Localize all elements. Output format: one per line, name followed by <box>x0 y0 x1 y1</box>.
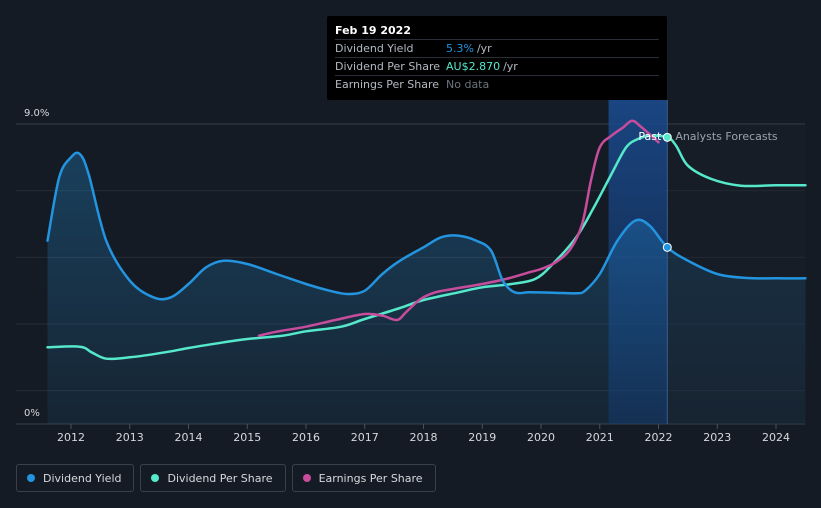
legend-label: Earnings Per Share <box>318 471 423 485</box>
legend-item-dividend-yield[interactable]: Dividend Yield <box>16 464 135 492</box>
tooltip-value: No data <box>446 78 490 91</box>
legend-dot-icon <box>151 474 160 482</box>
dividend-yield-area <box>47 152 806 424</box>
tooltip-label: Dividend Per Share <box>335 60 441 73</box>
x-tick-label: 2012 <box>57 431 85 444</box>
tooltip-label: Dividend Yield <box>335 42 414 55</box>
y-max-label: 9.0% <box>24 108 49 119</box>
analysts-forecasts-label: Analysts Forecasts <box>675 130 778 143</box>
tooltip-value: 5.3% <box>446 42 474 55</box>
hover-markers <box>662 132 672 252</box>
x-tick-label: 2016 <box>292 431 320 444</box>
tooltip: Feb 19 2022 Dividend Yield 5.3% /yr Divi… <box>327 16 667 100</box>
x-tick-label: 2020 <box>527 431 555 444</box>
tooltip-unit: /yr <box>476 42 492 55</box>
x-axis-ticks: 2012 2013 2014 2015 2016 2017 2018 2019 2020 2021… <box>57 424 790 444</box>
x-tick-label: 2013 <box>116 431 144 444</box>
x-tick-label: 2014 <box>175 431 203 444</box>
marker-dividend-per-share <box>662 132 672 142</box>
tooltip-row-dividend-yield: Dividend Yield 5.3% /yr <box>335 39 659 57</box>
earnings-per-share-line[interactable] <box>257 119 660 337</box>
tooltip-date: Feb 19 2022 <box>335 24 411 37</box>
legend-item-earnings-per-share[interactable]: Earnings Per Share <box>291 464 436 492</box>
x-tick-label: 2024 <box>762 431 790 444</box>
forecast-region <box>667 124 805 424</box>
x-tick-label: 2023 <box>703 431 731 444</box>
x-tick-label: 2015 <box>233 431 261 444</box>
tooltip-value: AU$2.870 <box>446 60 501 73</box>
y-min-label: 0% <box>24 408 40 419</box>
x-tick-label: 2018 <box>410 431 438 444</box>
x-tick-label: 2022 <box>645 431 673 444</box>
x-tick-label: 2017 <box>351 431 379 444</box>
legend: Dividend Yield Dividend Per Share Earnin… <box>16 464 436 492</box>
marker-dividend-yield <box>662 242 672 252</box>
past-label: Past <box>638 130 662 143</box>
tooltip-unit: /yr <box>503 60 518 73</box>
x-tick-label: 2021 <box>586 431 614 444</box>
legend-dot-icon <box>302 474 311 482</box>
legend-label: Dividend Yield <box>43 471 122 485</box>
tooltip-label: Earnings Per Share <box>335 78 440 91</box>
dividend-per-share-line[interactable] <box>46 134 807 361</box>
tooltip-row-earnings-per-share: Earnings Per Share No data <box>335 75 659 93</box>
legend-item-dividend-per-share[interactable]: Dividend Per Share <box>140 464 286 492</box>
legend-dot-icon <box>27 474 35 482</box>
tooltip-row-dividend-per-share: Dividend Per Share AU$2.870 /yr <box>335 57 659 75</box>
legend-label: Dividend Per Share <box>167 471 273 485</box>
x-tick-label: 2019 <box>468 431 496 444</box>
dividend-yield-line[interactable] <box>46 151 807 301</box>
